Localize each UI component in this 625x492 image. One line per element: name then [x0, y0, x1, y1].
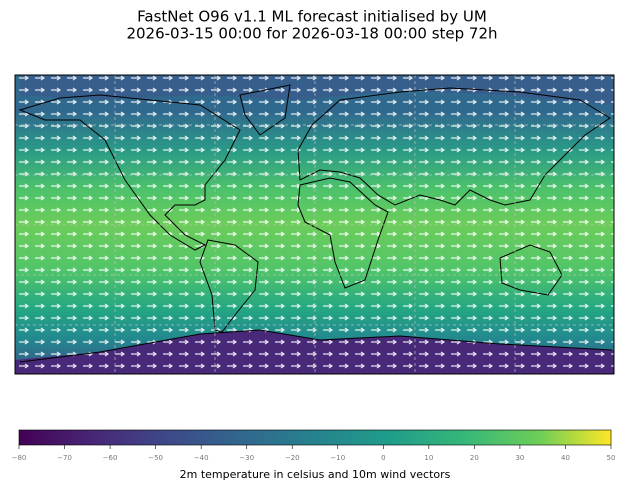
colorbar	[18, 429, 612, 446]
colorbar-tick-label: −30	[239, 454, 254, 462]
colorbar-label: 2m temperature in celsius and 10m wind v…	[180, 468, 451, 481]
map	[14, 74, 615, 375]
colorbar-tick-label: 0	[381, 454, 385, 462]
colorbar-tick-label: −20	[285, 454, 300, 462]
title-line: 2026-03-15 00:00 for 2026-03-18 00:00 st…	[126, 25, 497, 43]
colorbar-tick-label: −50	[148, 454, 163, 462]
colorbar-tick-label: 30	[515, 454, 524, 462]
map-frame	[14, 74, 615, 375]
colorbar-tick-label: −40	[194, 454, 209, 462]
colorbar-tick-label: 10	[424, 454, 433, 462]
colorbar-tick-label: −70	[57, 454, 72, 462]
graticule	[15, 75, 614, 374]
wind-vectors	[15, 75, 614, 374]
colorbar-ticks: −80 −70 −60 −50 −40 −30 −20 −10 0 10 20 30 40 50	[12, 445, 616, 462]
title-line: FastNet O96 v1.1 ML forecast initialised…	[137, 8, 487, 26]
colorbar-tick-label: 40	[561, 454, 570, 462]
colorbar-tick-label: −60	[103, 454, 118, 462]
colorbar-tick-label: 20	[470, 454, 479, 462]
colorbar-tick-label: −10	[330, 454, 345, 462]
colorbar-tick-label: 50	[607, 454, 616, 462]
colorbar-tick-label: −80	[12, 454, 27, 462]
